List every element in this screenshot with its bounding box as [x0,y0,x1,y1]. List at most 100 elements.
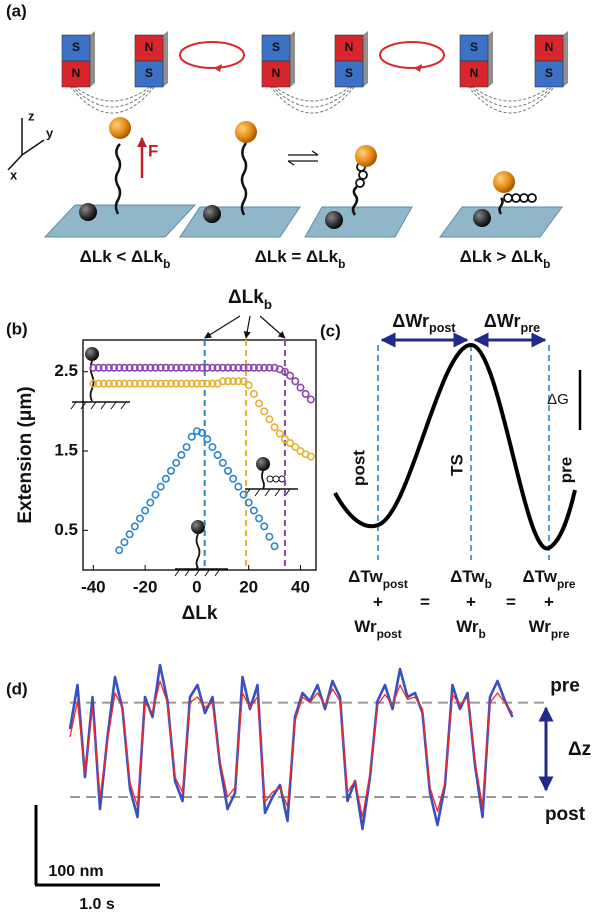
y-tick-label: 1.5 [54,441,78,460]
magnet-side [488,57,493,87]
decoration [22,140,44,155]
decoration [79,203,97,221]
data-point [271,543,277,549]
equation-plus: + [373,592,383,611]
equation-plus: + [466,592,476,611]
equation-term: Wrpost [354,617,401,641]
magnet-side [290,31,295,61]
magnet-pole: N [470,66,479,80]
figure: (a)SNNSSNNSSNNSFxyzΔLk < ΔLkbΔLk = ΔLkbΔ… [0,0,596,922]
threshold-arrow [205,316,240,338]
decoration [235,121,257,143]
magnet-pole: S [470,40,478,54]
data-point [287,372,293,378]
equation-plus: + [544,592,554,611]
decoration [191,520,205,534]
text-sub: post [377,627,402,641]
arrow-label: ΔWrpost [392,311,456,336]
energy-label: ΔG [547,391,569,408]
magnet-pole: N [72,66,81,80]
text-main: ΔTw [522,567,557,586]
decoration [180,42,244,68]
text-sub: pre [557,577,576,591]
text-main: ΔTw [450,567,485,586]
axis-name: x [10,167,18,182]
data-point [126,531,132,537]
data-point [297,384,303,390]
data-point [251,391,257,397]
state-label: post [349,450,368,486]
data-point [302,391,308,397]
decoration [245,489,290,496]
data-point [271,424,277,430]
decoration [85,347,99,361]
decoration [262,471,264,489]
data-point [173,460,179,466]
y-tick-label: 0.5 [54,520,78,539]
threshold-arrow [246,316,250,338]
plot-frame [83,340,316,570]
data-point [178,452,184,458]
data-point [266,533,272,539]
data-point [277,430,283,436]
decoration [378,345,549,560]
decoration [325,211,343,229]
text-sub: b [264,297,272,312]
magnet-side [363,31,368,61]
x-tick-label: 0 [192,577,201,596]
data-point [121,539,127,545]
magnet-pole: N [145,40,154,54]
data-point [235,484,241,490]
decoration [214,64,222,72]
decoration [203,205,221,223]
text-main: ΔLk < ΔLk [80,247,164,266]
data-point [308,396,314,402]
decoration [270,86,355,113]
scale-label: 100 nm [48,863,103,880]
x-tick-label: 40 [291,577,310,596]
state-label: pre [556,457,575,483]
decoration [256,457,270,471]
data-point [230,476,236,482]
magnet-pole: S [545,66,553,80]
data-point [157,484,163,490]
magnet-pole: S [145,66,153,80]
magnet-pole: N [545,40,554,54]
text-sub: b [479,627,486,641]
equation-equals: = [420,592,430,611]
magnet-pole: S [272,40,280,54]
text-sub: b [338,257,345,271]
decoration [72,86,153,107]
data-point [261,523,267,529]
decoration [242,143,246,215]
text-main: Wr [354,617,377,636]
decoration [472,86,551,101]
x-axis-label: ΔLk [182,603,218,624]
text-sub: pre [521,321,541,335]
data-point [209,444,215,450]
magnet-side [563,57,568,87]
text-sub: pre [551,627,570,641]
decoration [356,179,364,187]
state-label: TS [447,454,466,476]
data-point [266,416,272,422]
panel-label: (c) [320,321,341,340]
level-label: post [545,804,586,825]
text-main: ΔLk = ΔLk [255,247,339,266]
axis-name: y [46,125,54,140]
decoration [71,402,126,409]
decoration [512,194,520,202]
data-point [116,547,122,553]
condition-label: ΔLk < ΔLkb [80,247,171,271]
decoration [8,118,44,170]
data-point [251,507,257,513]
decoration [335,345,575,548]
decoration [45,205,195,237]
decoration [504,194,512,202]
x-tick-label: 20 [239,577,258,596]
data-point [292,378,298,384]
text-main: Wr [456,617,479,636]
magnet-pole: N [345,40,354,54]
text-main: ΔWr [484,311,521,331]
data-point [137,515,143,521]
